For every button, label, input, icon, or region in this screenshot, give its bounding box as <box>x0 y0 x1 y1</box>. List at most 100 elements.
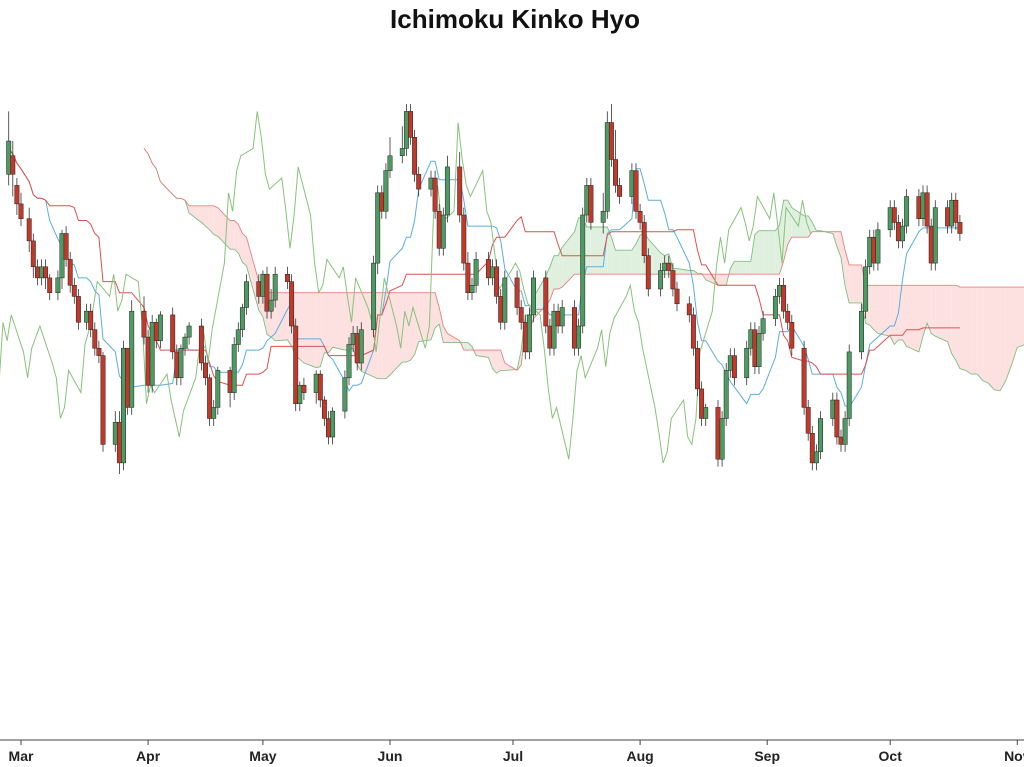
kumo-segment <box>971 287 978 375</box>
kumo-segment <box>410 292 415 361</box>
kumo-segment <box>890 285 895 345</box>
candle-up <box>551 310 557 349</box>
kumo-segment <box>619 250 632 275</box>
candle-up <box>358 329 364 364</box>
candle-down <box>953 199 959 223</box>
candle-down <box>674 288 680 305</box>
kumo-segment <box>1000 287 1006 391</box>
candle-down <box>617 185 623 197</box>
candle-down <box>805 407 811 434</box>
candle-up <box>658 270 664 290</box>
kumo-segment <box>935 285 948 342</box>
candle-up <box>863 266 869 312</box>
kumo-segment <box>402 292 407 363</box>
kumo-segment <box>463 342 468 351</box>
candle-down <box>96 347 102 356</box>
candle-down <box>203 362 208 379</box>
candle-up <box>55 277 61 293</box>
candle-down <box>100 355 106 445</box>
candle-up <box>244 281 249 308</box>
candle-down <box>141 310 147 338</box>
kumo-segment <box>189 205 202 223</box>
kumo-segment <box>841 231 846 287</box>
candle-up <box>211 407 217 419</box>
candle-up <box>867 236 873 268</box>
candle-up <box>182 336 188 349</box>
x-tick-label: Oct <box>879 748 903 764</box>
candle-down <box>88 310 94 330</box>
candle-up <box>149 322 155 386</box>
candle-down <box>928 225 934 264</box>
candle-down <box>781 285 787 312</box>
candle-down <box>75 296 81 323</box>
kumo-segment <box>586 227 591 275</box>
candle-down <box>170 314 176 353</box>
kumo-segment <box>607 227 612 275</box>
candle-down <box>354 333 360 364</box>
candle-up <box>777 285 782 297</box>
candle-up <box>629 170 635 197</box>
candlesticks <box>6 104 963 474</box>
chikou-span-line <box>0 111 812 464</box>
candle-up <box>84 310 90 323</box>
candle-up <box>330 410 336 438</box>
kumo-segment <box>849 264 862 303</box>
candle-down <box>43 266 49 279</box>
kumo-segment <box>209 205 214 235</box>
kumo-segment <box>1017 287 1024 348</box>
kumo-segment <box>722 274 727 286</box>
candle-down <box>608 122 614 160</box>
x-tick-label: May <box>249 748 276 764</box>
candle-down <box>408 111 413 138</box>
candle-down <box>637 211 643 223</box>
indicator-lines <box>0 111 960 464</box>
candle-down <box>67 259 73 286</box>
kumo-segment <box>574 217 579 275</box>
kumo-segment <box>951 285 956 361</box>
candle-down <box>809 433 815 464</box>
kumo-segment <box>977 287 983 381</box>
kumo-segment <box>500 350 505 371</box>
candle-up <box>662 262 668 271</box>
candle-up <box>59 233 65 279</box>
candle-down <box>895 222 901 242</box>
x-axis: MarAprMayJunJulAugSepOctNovD <box>0 739 1024 764</box>
kumo-segment <box>631 243 636 275</box>
candle-down <box>125 347 131 408</box>
candle-down <box>264 273 270 312</box>
candle-up <box>112 421 118 445</box>
kumo-segment <box>230 220 235 250</box>
kumo-segment <box>804 215 809 238</box>
candle-up <box>440 214 446 249</box>
candle-down <box>18 203 24 219</box>
candle-down <box>92 329 98 349</box>
candle-up <box>559 307 565 327</box>
candle-up <box>526 314 532 353</box>
candle-down <box>153 322 159 342</box>
candle-down <box>256 281 262 297</box>
candle-up <box>403 111 409 149</box>
kumo-segment <box>303 292 317 368</box>
kumo-segment <box>344 292 349 351</box>
kumo-segment <box>328 292 333 353</box>
candle-up <box>399 148 405 157</box>
candle-down <box>207 377 213 419</box>
candle-down <box>547 325 553 349</box>
kumo-segment <box>418 292 431 342</box>
candle-down <box>145 336 151 386</box>
kumo-segment <box>201 205 206 227</box>
candle-down <box>416 174 422 190</box>
candle-up <box>584 185 590 216</box>
kumo-segment <box>406 292 411 363</box>
candle-up <box>383 170 389 212</box>
kumo-segment <box>947 285 952 354</box>
candle-up <box>297 384 303 404</box>
candle-up <box>904 196 910 227</box>
candle-up <box>313 373 319 393</box>
kumo-segment <box>562 231 575 288</box>
candle-up <box>272 273 278 301</box>
candle-up <box>215 370 221 408</box>
kumo-segment <box>381 292 386 379</box>
candle-down <box>666 262 672 271</box>
candle-down <box>715 407 721 460</box>
